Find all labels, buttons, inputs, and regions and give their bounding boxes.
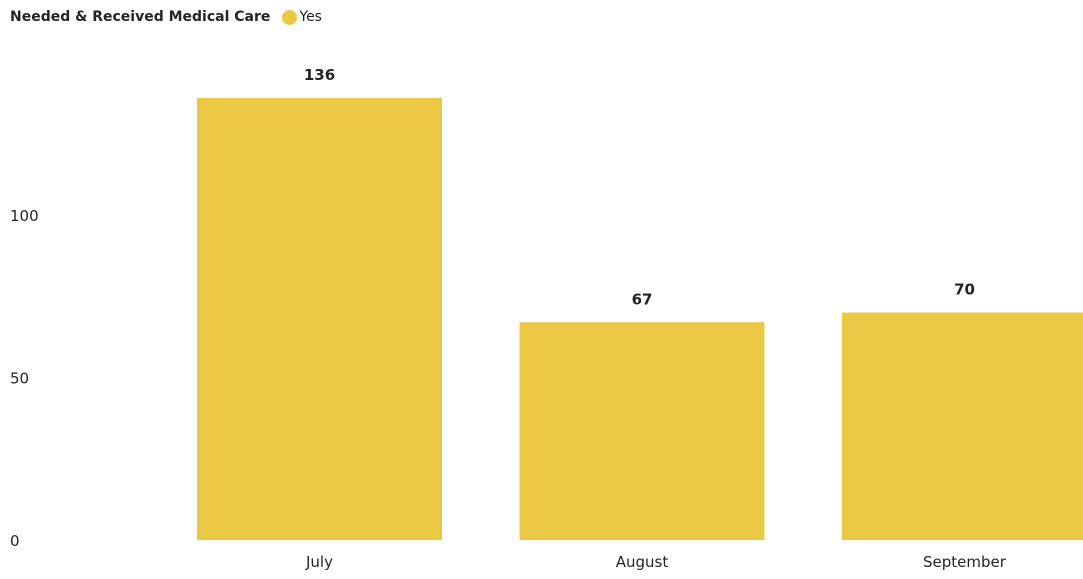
y-axis: 0 50 100: [10, 207, 39, 550]
legend-label: Yes: [299, 9, 322, 25]
x-tick-label: September: [923, 553, 1007, 571]
legend-swatch: [282, 9, 298, 25]
x-tick-label: August: [616, 553, 669, 571]
bar[interactable]: [842, 312, 1083, 541]
chart-legend: Needed & Received Medical Care Yes: [10, 7, 322, 27]
data-label: 136: [304, 66, 335, 84]
bar[interactable]: [197, 98, 442, 540]
bar-series-yes: [197, 98, 1083, 540]
data-label: 67: [632, 290, 653, 308]
y-tick-label: 100: [10, 207, 39, 225]
data-labels: 136 67 70: [304, 66, 975, 308]
y-tick-label: 50: [10, 370, 29, 388]
bar[interactable]: [519, 322, 765, 540]
legend-title: Needed & Received Medical Care: [10, 9, 271, 25]
x-tick-label: July: [305, 553, 333, 571]
y-tick-label: 0: [10, 532, 20, 550]
legend-item-yes[interactable]: Yes: [282, 9, 322, 25]
data-label: 70: [954, 281, 975, 299]
x-axis: July August September: [305, 553, 1007, 571]
